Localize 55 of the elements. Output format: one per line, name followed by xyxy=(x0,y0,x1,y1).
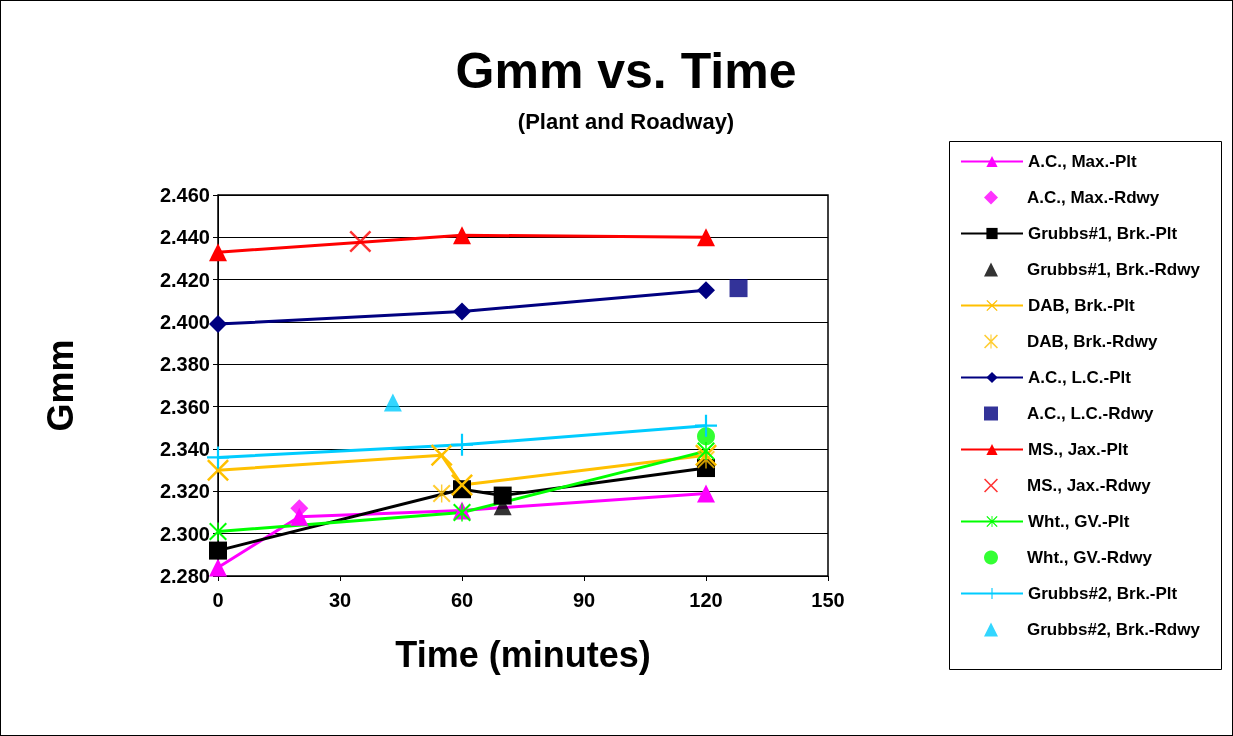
x-tick-label: 0 xyxy=(212,589,224,611)
legend-label: Grubbs#1, Brk.-Plt xyxy=(1028,224,1178,243)
y-tick-label: 2.300 xyxy=(159,522,210,545)
point xyxy=(697,427,715,446)
legend-label: A.C., L.C.-Plt xyxy=(1028,368,1132,387)
x-tick-label: 30 xyxy=(328,589,352,611)
y-tick-label: 2.280 xyxy=(159,565,210,587)
point xyxy=(209,315,227,334)
point xyxy=(209,558,227,577)
point xyxy=(207,446,229,469)
legend-label: Wht., GV.-Rdwy xyxy=(1027,548,1153,567)
legend-label: A.C., L.C.-Rdwy xyxy=(1027,404,1155,423)
y-axis-title: Gmm xyxy=(39,339,81,432)
point xyxy=(383,393,402,412)
y-tick-label: 2.320 xyxy=(159,480,210,503)
legend-label: Grubbs#2, Brk.-Rdwy xyxy=(1027,620,1201,639)
y-tick-label: 2.400 xyxy=(159,311,210,333)
legend-label: MS., Jax.-Rdwy xyxy=(1027,476,1152,495)
legend-label: A.C., Max.-Rdwy xyxy=(1027,188,1160,207)
y-tick-label: 2.340 xyxy=(159,438,210,460)
point xyxy=(697,442,715,461)
x-tick-label: 90 xyxy=(572,589,596,611)
y-tick-label: 2.440 xyxy=(159,226,210,249)
legend-label: Grubbs#2, Brk.-Plt xyxy=(1028,584,1178,603)
chart-subtitle: (Plant and Roadway) xyxy=(517,108,735,134)
chart-title: Gmm vs. Time xyxy=(455,43,797,99)
point xyxy=(209,522,227,541)
y-tick-label: 2.420 xyxy=(159,268,210,291)
legend-label: Wht., GV.-Plt xyxy=(1028,512,1130,531)
legend-label: MS., Jax.-Plt xyxy=(1028,440,1129,459)
x-tick-label: 120 xyxy=(689,589,723,611)
legend-label: DAB, Brk.-Plt xyxy=(1028,296,1136,315)
legend-label: A.C., Max.-Plt xyxy=(1028,152,1137,171)
point xyxy=(697,484,715,503)
point xyxy=(697,281,715,300)
point xyxy=(209,243,227,262)
point xyxy=(451,433,473,456)
point xyxy=(453,226,471,245)
point xyxy=(430,444,453,467)
point xyxy=(729,279,748,298)
x-axis-title: Time (minutes) xyxy=(395,633,651,675)
legend-label: Grubbs#1, Brk.-Rdwy xyxy=(1027,260,1201,279)
legend-label: DAB, Brk.-Rdwy xyxy=(1027,332,1158,351)
point xyxy=(493,486,512,505)
point xyxy=(209,541,227,560)
point xyxy=(453,302,471,321)
y-tick-label: 2.360 xyxy=(159,395,210,418)
point xyxy=(432,484,451,503)
x-tick-label: 150 xyxy=(811,589,845,611)
x-tick-label: 60 xyxy=(450,589,474,611)
point xyxy=(349,230,372,253)
y-tick-label: 2.460 xyxy=(159,184,210,206)
y-tick-label: 2.380 xyxy=(159,353,210,376)
point xyxy=(697,228,715,247)
point xyxy=(695,414,717,437)
